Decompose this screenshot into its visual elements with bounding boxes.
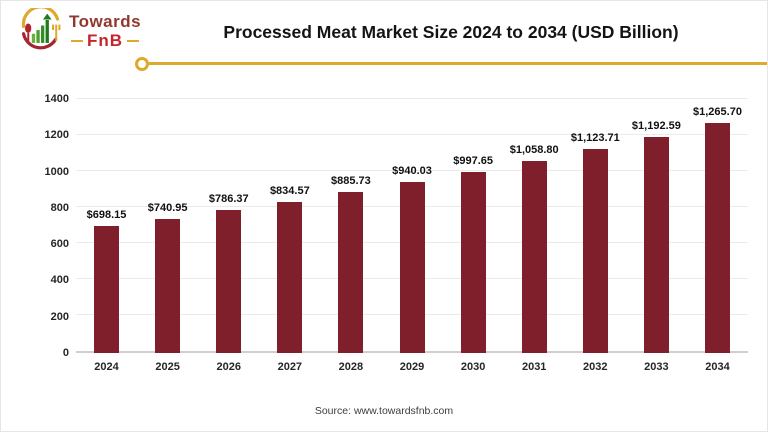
x-axis: 2024 2025 2026 2027 2028 2029 2030 2031 2032 2033… <box>76 361 748 373</box>
brand-dash-left <box>71 39 83 42</box>
bar-value-label: $1,265.70 <box>693 106 742 119</box>
bar <box>399 182 425 353</box>
x-tick-label: 2030 <box>460 361 486 373</box>
gridline <box>76 134 748 135</box>
x-tick-label: 2027 <box>277 361 303 373</box>
y-tick-label: 1200 <box>44 129 69 142</box>
x-tick-label: 2026 <box>216 361 241 373</box>
bar-value-label: $940.03 <box>392 165 432 178</box>
bar-value-label: $885.73 <box>331 175 371 188</box>
bar-value-label: $997.65 <box>453 155 493 167</box>
x-tick-label: 2029 <box>399 361 425 373</box>
bar-column: $1,123.71 <box>565 99 626 353</box>
y-tick-label: 600 <box>50 238 69 251</box>
source-note: Source: www.towardsfnb.com <box>314 405 454 417</box>
bar-value-label: $740.95 <box>147 201 188 214</box>
bar <box>521 160 547 353</box>
x-tick-label: 2034 <box>705 361 730 373</box>
bar <box>94 226 120 353</box>
bar-column: $1,058.80 <box>504 99 565 353</box>
bar-column: $940.03 <box>381 99 442 353</box>
bar <box>338 192 364 353</box>
y-tick-label: 200 <box>50 310 69 323</box>
bar <box>155 218 181 353</box>
divider-line <box>149 62 767 65</box>
y-tick-label: 1400 <box>44 93 69 105</box>
y-tick-label: 1000 <box>44 165 69 178</box>
x-tick-label: 2033 <box>644 361 669 373</box>
bar-value-label: $698.15 <box>86 209 127 222</box>
brand-name-top: Towards <box>68 12 142 31</box>
bar-value-label: $1,192.59 <box>631 119 681 132</box>
bar-column: $1,265.70 <box>687 99 748 353</box>
bar <box>582 149 608 353</box>
bar-column: $740.95 <box>137 99 198 353</box>
bar-column: $834.57 <box>259 99 320 353</box>
bar-column: $1,192.59 <box>626 99 687 353</box>
bar <box>704 123 730 353</box>
bar-column: $786.37 <box>198 99 259 353</box>
brand-name-bottom: FnB <box>87 31 124 50</box>
gridline <box>76 98 748 99</box>
bar-column: $997.65 <box>443 99 504 353</box>
y-tick-label: 0 <box>62 347 69 359</box>
page-title: Processed Meat Market Size 2024 to 2034 … <box>223 22 679 42</box>
bar-series: $698.15 $740.95 $786.37 $834.57 $885.73 $940.… <box>76 99 748 353</box>
brand-dash-right <box>127 39 140 42</box>
bar <box>277 201 303 353</box>
bar-column: $698.15 <box>76 99 137 353</box>
bar <box>460 172 486 353</box>
gridline <box>76 170 748 171</box>
y-axis: 0 200 400 600 800 1000 1200 1400 <box>29 93 69 359</box>
bar-value-label: $1,058.80 <box>509 143 559 156</box>
bar-value-label: $786.37 <box>208 193 249 206</box>
bar-value-label: $1,123.71 <box>570 132 620 145</box>
logo-text: Towards FnB <box>67 13 143 49</box>
bar-chart-spoon-fork-icon <box>21 8 61 50</box>
divider-ring <box>135 57 149 71</box>
x-tick-label: 2028 <box>338 361 364 373</box>
x-tick-label: 2024 <box>94 361 119 373</box>
y-tick-label: 800 <box>50 201 69 214</box>
y-tick-label: 400 <box>50 274 69 287</box>
bar-value-label: $834.57 <box>269 184 310 197</box>
x-tick-label: 2031 <box>521 361 547 373</box>
towards-fnb-logo: Towards FnB <box>19 8 143 54</box>
bar <box>643 136 669 353</box>
x-tick-label: 2025 <box>155 361 180 373</box>
bar-column: $885.73 <box>320 99 381 353</box>
bar <box>216 210 242 353</box>
x-tick-label: 2032 <box>583 361 608 373</box>
